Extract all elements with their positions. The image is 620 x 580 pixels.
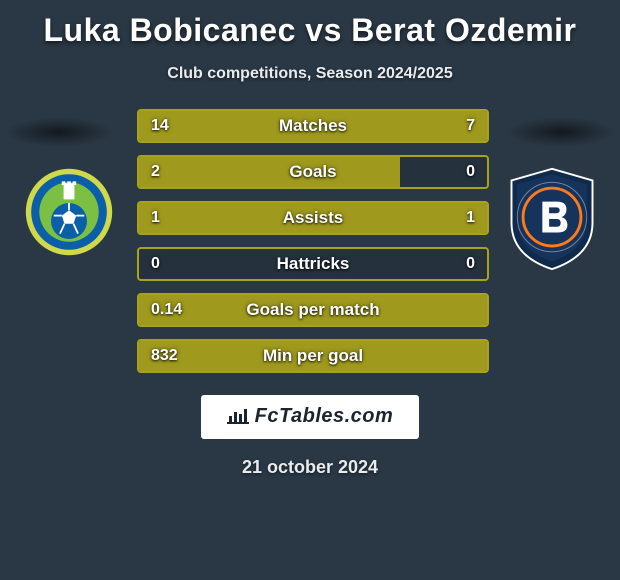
- stat-row: 20Goals: [137, 155, 489, 189]
- stat-fill-left: [139, 341, 487, 371]
- shadow-right: [506, 117, 616, 147]
- stat-row: 0 0Hattricks: [137, 247, 489, 281]
- page-title: Luka Bobicanec vs Berat Ozdemir: [0, 0, 620, 49]
- stat-fill-left: [139, 203, 313, 233]
- comparison-arena: 147Matches20Goals11Assists00Hattricks0.1…: [0, 109, 620, 389]
- stat-value-left: 832: [151, 347, 178, 365]
- stat-value-right: 7: [466, 117, 475, 135]
- stat-label: Hattricks: [139, 254, 487, 274]
- stat-value-left: 14: [151, 117, 169, 135]
- stat-value-right: 1: [466, 209, 475, 227]
- brand-label: FcTables.com: [255, 405, 394, 427]
- brand-footer: FcTables.com: [0, 395, 620, 439]
- stat-value-right: 0: [466, 255, 475, 273]
- stat-fill-left: [139, 295, 487, 325]
- right-club-badge: [502, 165, 602, 273]
- stat-row: 0.14Goals per match: [137, 293, 489, 327]
- stat-value-right: 0: [466, 163, 475, 181]
- left-club-badge: [24, 167, 114, 257]
- stat-fill-right: [313, 203, 487, 233]
- footer-date: 21 october 2024: [0, 457, 620, 478]
- stat-value-left: 2: [151, 163, 160, 181]
- stat-fill-left: [139, 111, 372, 141]
- stat-row: 832Min per goal: [137, 339, 489, 373]
- stat-bars: 147Matches20Goals11Assists00Hattricks0.1…: [137, 109, 489, 385]
- stat-row: 11Assists: [137, 201, 489, 235]
- stat-value-left: 0.14: [151, 301, 182, 319]
- chart-icon: [227, 406, 249, 429]
- page-subtitle: Club competitions, Season 2024/2025: [0, 65, 620, 83]
- stat-value-left: 0: [151, 255, 160, 273]
- stat-row: 147Matches: [137, 109, 489, 143]
- brand-box: FcTables.com: [201, 395, 420, 439]
- stat-fill-left: [139, 157, 400, 187]
- shadow-left: [4, 117, 114, 147]
- stat-value-left: 1: [151, 209, 160, 227]
